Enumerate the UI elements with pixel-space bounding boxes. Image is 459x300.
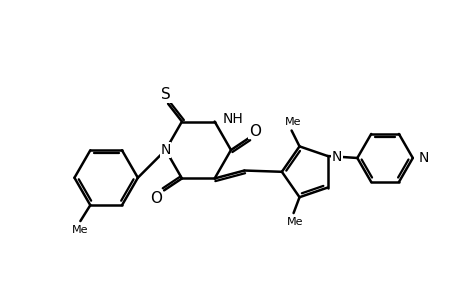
Text: NH: NH	[222, 112, 243, 126]
Text: Me: Me	[72, 225, 89, 235]
Text: S: S	[161, 87, 171, 102]
Text: N: N	[331, 150, 341, 164]
Text: N: N	[418, 151, 428, 165]
Text: Me: Me	[287, 217, 303, 227]
Text: Me: Me	[285, 117, 301, 127]
Text: O: O	[150, 191, 162, 206]
Text: N: N	[160, 143, 170, 157]
Text: O: O	[248, 124, 260, 139]
